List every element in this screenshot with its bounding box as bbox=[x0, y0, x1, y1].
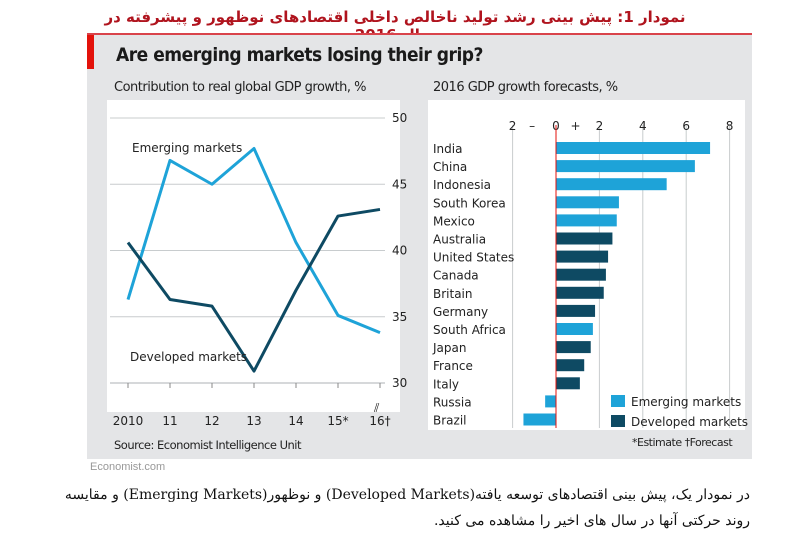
bar-brazil bbox=[523, 413, 556, 426]
legend-swatch-emerging bbox=[611, 395, 625, 407]
x-tick-label: 2 bbox=[596, 119, 604, 133]
x-tick-label: 6 bbox=[682, 119, 690, 133]
y-tick-label: 45 bbox=[392, 177, 407, 191]
source: Source: Economist Intelligence Unit bbox=[114, 438, 302, 452]
legend-developed: Developed markets bbox=[631, 415, 748, 429]
bar-mexico bbox=[556, 214, 617, 227]
country-label: Japan bbox=[432, 341, 466, 355]
x-tick-label: 13 bbox=[246, 414, 261, 428]
country-label: India bbox=[433, 142, 462, 156]
country-label: Australia bbox=[433, 233, 486, 247]
country-label: Britain bbox=[433, 287, 473, 301]
x-tick-label: 11 bbox=[162, 414, 177, 428]
country-label: Germany bbox=[433, 305, 488, 319]
bar-france bbox=[556, 359, 585, 372]
line-plot-area bbox=[107, 100, 400, 412]
bar-britain bbox=[556, 286, 604, 299]
y-tick-label: 40 bbox=[392, 244, 407, 258]
bar-indonesia bbox=[556, 178, 667, 191]
y-tick-label: 50 bbox=[392, 111, 407, 125]
bar-china bbox=[556, 160, 695, 173]
footnote: *Estimate †Forecast bbox=[632, 436, 733, 449]
country-label: France bbox=[433, 359, 473, 373]
bar-australia bbox=[556, 232, 613, 245]
x-tick-label: 15* bbox=[327, 414, 348, 428]
x-tick-label: 8 bbox=[726, 119, 734, 133]
bar-germany bbox=[556, 304, 596, 317]
country-label: South Africa bbox=[433, 323, 506, 337]
country-label: Indonesia bbox=[433, 178, 491, 192]
bar-canada bbox=[556, 268, 606, 281]
developed-label: Developed markets bbox=[130, 350, 247, 364]
x-tick-label: 12 bbox=[204, 414, 219, 428]
bar-japan bbox=[556, 341, 591, 354]
left-chart-title: Contribution to real global GDP growth, … bbox=[114, 80, 367, 95]
country-label: United States bbox=[433, 251, 514, 265]
y-tick-label: 30 bbox=[392, 376, 407, 390]
bar-plot-area bbox=[428, 100, 745, 430]
body-text: در نمودار یک، پیش بینی اقتصادهای توسعه ی… bbox=[64, 487, 750, 529]
country-label: Italy bbox=[433, 377, 459, 391]
legend-swatch-developed bbox=[611, 415, 625, 427]
country-label: China bbox=[433, 160, 467, 174]
country-label: Canada bbox=[433, 269, 479, 283]
legend-emerging: Emerging markets bbox=[631, 395, 741, 409]
axis-break-icon: ⫽ bbox=[373, 401, 380, 415]
x-tick-label: 16† bbox=[369, 414, 390, 428]
x-tick-label: 4 bbox=[639, 119, 647, 133]
country-label: Mexico bbox=[433, 214, 475, 228]
emerging-label: Emerging markets bbox=[132, 141, 242, 155]
bar-south-korea bbox=[556, 196, 619, 209]
bar-south-africa bbox=[556, 323, 593, 335]
country-label: South Korea bbox=[433, 196, 506, 210]
x-tick-label: + bbox=[570, 119, 580, 133]
economist-red-tab bbox=[87, 35, 94, 69]
bar-india bbox=[556, 142, 711, 154]
developed-line bbox=[126, 207, 381, 373]
x-tick-label: – bbox=[529, 119, 535, 133]
bar-italy bbox=[556, 377, 580, 390]
right-chart-title: 2016 GDP growth forecasts, % bbox=[433, 80, 618, 95]
country-label: Brazil bbox=[433, 414, 467, 428]
bar-russia bbox=[545, 395, 556, 408]
y-tick-label: 35 bbox=[392, 310, 407, 324]
x-tick-label: 2010 bbox=[113, 414, 144, 428]
emerging-line bbox=[126, 146, 381, 335]
chart-title: Are emerging markets losing their grip? bbox=[116, 44, 483, 66]
country-label: Russia bbox=[433, 395, 472, 409]
credit: Economist.com bbox=[90, 461, 166, 473]
x-tick-label: 2 bbox=[509, 119, 517, 133]
bar-united-states bbox=[556, 250, 609, 263]
x-tick-label: 14 bbox=[288, 414, 303, 428]
